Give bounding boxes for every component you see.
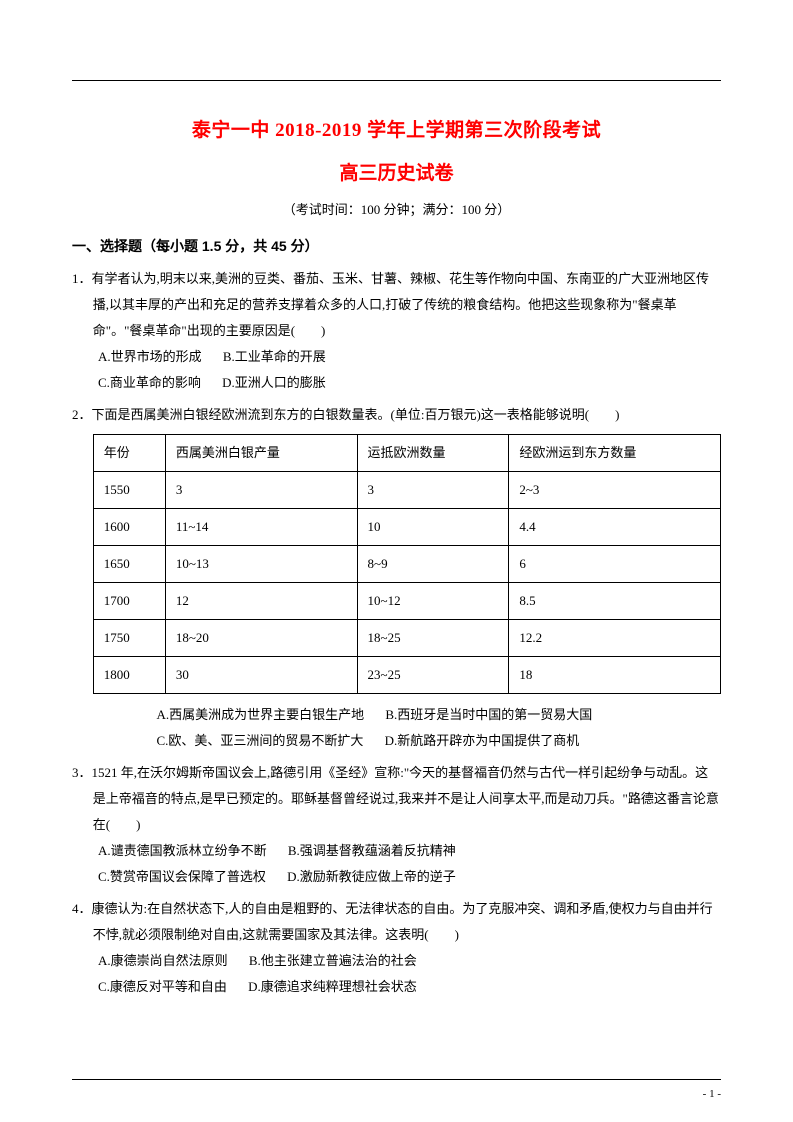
q1-options: A.世界市场的形成 B.工业革命的开展 C.商业革命的影响 D.亚洲人口的膨胀: [72, 344, 721, 396]
cell: 1750: [93, 620, 165, 657]
cell: 18~25: [357, 620, 509, 657]
q3-options: A.谴责德国教派林立纷争不断 B.强调基督教蕴涵着反抗精神 C.赞赏帝国议会保障…: [72, 838, 721, 890]
footer-rule: [72, 1079, 721, 1080]
q3-text: 1521 年,在沃尔姆斯帝国议会上,路德引用《圣经》宣称:"今天的基督福音仍然与…: [92, 765, 719, 832]
cell: 12: [165, 583, 357, 620]
table-row: 1600 11~14 10 4.4: [93, 509, 720, 546]
col-production: 西属美洲白银产量: [165, 435, 357, 472]
q4-stem: 4．康德认为:在自然状态下,人的自由是粗野的、无法律状态的自由。为了克服冲突、调…: [72, 896, 721, 948]
q4-options: A.康德崇尚自然法原则 B.他主张建立普遍法治的社会 C.康德反对平等和自由 D…: [72, 948, 721, 1000]
q3-option-b: B.强调基督教蕴涵着反抗精神: [288, 838, 456, 864]
section-1-heading: 一、选择题（每小题 1.5 分，共 45 分）: [72, 236, 721, 256]
q2-text: 下面是西属美洲白银经欧洲流到东方的白银数量表。(单位:百万银元)这一表格能够说明…: [92, 407, 620, 422]
cell: 3: [165, 472, 357, 509]
q3-option-c: C.赞赏帝国议会保障了普选权: [98, 864, 266, 890]
exam-title-main: 泰宁一中 2018-2019 学年上学期第三次阶段考试: [72, 115, 721, 142]
silver-table-body: 1550 3 3 2~3 1600 11~14 10 4.4 1650 10~1…: [93, 472, 720, 694]
cell: 6: [509, 546, 721, 583]
page-number: - 1 -: [703, 1088, 721, 1100]
table-row: 1800 30 23~25 18: [93, 657, 720, 694]
col-europe: 运抵欧洲数量: [357, 435, 509, 472]
q2-number: 2．: [72, 407, 92, 422]
q1-option-b: B.工业革命的开展: [223, 344, 326, 370]
q3-stem: 3．1521 年,在沃尔姆斯帝国议会上,路德引用《圣经》宣称:"今天的基督福音仍…: [72, 760, 721, 838]
q4-option-d: D.康德追求纯粹理想社会状态: [248, 974, 417, 1000]
cell: 1800: [93, 657, 165, 694]
q4-option-b: B.他主张建立普遍法治的社会: [249, 948, 417, 974]
cell: 10: [357, 509, 509, 546]
table-row: 1700 12 10~12 8.5: [93, 583, 720, 620]
q2-option-d: D.新航路开辟亦为中国提供了商机: [385, 728, 580, 754]
q1-number: 1．: [72, 271, 92, 286]
q2-options: A.西属美洲成为世界主要白银生产地 B.西班牙是当时中国的第一贸易大国 C.欧、…: [72, 702, 721, 754]
cell: 8~9: [357, 546, 509, 583]
q1-option-c: C.商业革命的影响: [98, 370, 201, 396]
question-4: 4．康德认为:在自然状态下,人的自由是粗野的、无法律状态的自由。为了克服冲突、调…: [72, 896, 721, 1000]
cell: 1700: [93, 583, 165, 620]
cell: 3: [357, 472, 509, 509]
cell: 1550: [93, 472, 165, 509]
cell: 23~25: [357, 657, 509, 694]
q4-text: 康德认为:在自然状态下,人的自由是粗野的、无法律状态的自由。为了克服冲突、调和矛…: [92, 901, 713, 942]
exam-info: （考试时间：100 分钟；满分：100 分）: [72, 199, 721, 218]
col-east: 经欧洲运到东方数量: [509, 435, 721, 472]
cell: 1650: [93, 546, 165, 583]
top-rule: [72, 80, 721, 81]
cell: 4.4: [509, 509, 721, 546]
cell: 11~14: [165, 509, 357, 546]
q1-option-a: A.世界市场的形成: [98, 344, 202, 370]
silver-table: 年份 西属美洲白银产量 运抵欧洲数量 经欧洲运到东方数量 1550 3 3 2~…: [93, 434, 721, 694]
col-year: 年份: [93, 435, 165, 472]
question-1: 1．有学者认为,明末以来,美洲的豆类、番茄、玉米、甘薯、辣椒、花生等作物向中国、…: [72, 266, 721, 396]
q3-option-a: A.谴责德国教派林立纷争不断: [98, 838, 267, 864]
cell: 10~12: [357, 583, 509, 620]
cell: 12.2: [509, 620, 721, 657]
q1-text: 有学者认为,明末以来,美洲的豆类、番茄、玉米、甘薯、辣椒、花生等作物向中国、东南…: [92, 271, 710, 338]
table-header-row: 年份 西属美洲白银产量 运抵欧洲数量 经欧洲运到东方数量: [93, 435, 720, 472]
q1-stem: 1．有学者认为,明末以来,美洲的豆类、番茄、玉米、甘薯、辣椒、花生等作物向中国、…: [72, 266, 721, 344]
cell: 2~3: [509, 472, 721, 509]
exam-page: 泰宁一中 2018-2019 学年上学期第三次阶段考试 高三历史试卷 （考试时间…: [0, 0, 793, 1122]
cell: 18: [509, 657, 721, 694]
q2-option-b: B.西班牙是当时中国的第一贸易大国: [385, 702, 592, 728]
cell: 30: [165, 657, 357, 694]
q3-option-d: D.激励新教徒应做上帝的逆子: [287, 864, 456, 890]
cell: 10~13: [165, 546, 357, 583]
q2-option-a: A.西属美洲成为世界主要白银生产地: [157, 702, 365, 728]
table-row: 1550 3 3 2~3: [93, 472, 720, 509]
cell: 18~20: [165, 620, 357, 657]
q2-table-wrap: 年份 西属美洲白银产量 运抵欧洲数量 经欧洲运到东方数量 1550 3 3 2~…: [72, 434, 721, 694]
exam-title-sub: 高三历史试卷: [72, 158, 721, 185]
q4-number: 4．: [72, 901, 92, 916]
q3-number: 3．: [72, 765, 92, 780]
table-row: 1750 18~20 18~25 12.2: [93, 620, 720, 657]
q2-stem: 2．下面是西属美洲白银经欧洲流到东方的白银数量表。(单位:百万银元)这一表格能够…: [72, 402, 721, 428]
question-2: 2．下面是西属美洲白银经欧洲流到东方的白银数量表。(单位:百万银元)这一表格能够…: [72, 402, 721, 754]
cell: 1600: [93, 509, 165, 546]
question-3: 3．1521 年,在沃尔姆斯帝国议会上,路德引用《圣经》宣称:"今天的基督福音仍…: [72, 760, 721, 890]
cell: 8.5: [509, 583, 721, 620]
q1-option-d: D.亚洲人口的膨胀: [222, 370, 326, 396]
table-row: 1650 10~13 8~9 6: [93, 546, 720, 583]
q4-option-a: A.康德崇尚自然法原则: [98, 948, 228, 974]
q2-option-c: C.欧、美、亚三洲间的贸易不断扩大: [157, 728, 364, 754]
q4-option-c: C.康德反对平等和自由: [98, 974, 227, 1000]
